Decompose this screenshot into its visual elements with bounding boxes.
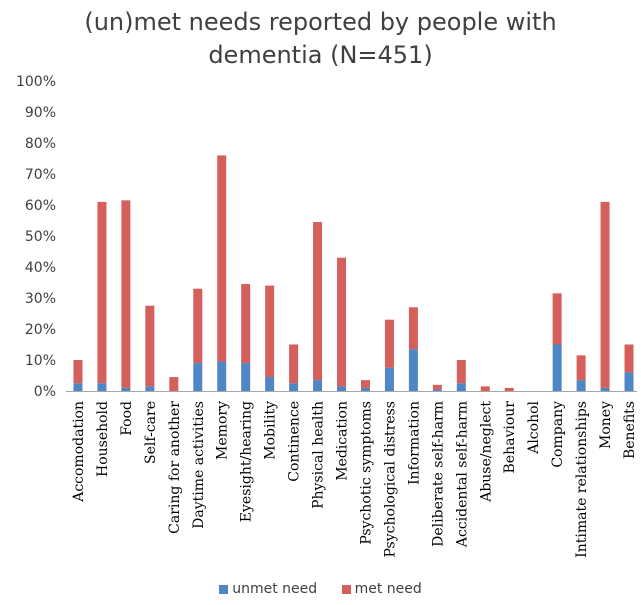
x-tick-label: Household [95, 401, 111, 477]
y-tick-label: 80% [25, 136, 56, 152]
bar-segment-unmet [432, 389, 442, 391]
y-tick-label: 60% [25, 198, 56, 214]
x-tick-label: Alcohol [526, 400, 542, 454]
x-tick-label: Behaviour [502, 401, 518, 474]
x-tick-label: Information [406, 401, 422, 485]
bar-segment-met [337, 257, 347, 387]
chart-title-line-1: (un)met needs reported by people with [84, 8, 557, 36]
legend-swatch-unmet-need [219, 584, 229, 594]
x-tick-label: Mobility [263, 401, 279, 460]
bar-segment-met [576, 355, 586, 381]
bar-segment-met [504, 387, 514, 391]
chart-legend: unmet need met need [0, 581, 641, 597]
legend-label-unmet-need: unmet need [232, 581, 318, 597]
bar-segment-met [552, 293, 562, 345]
bar-segment-unmet [337, 386, 347, 391]
bar-segment-unmet [384, 367, 394, 391]
x-tick-label: Food [119, 401, 135, 436]
bar-segment-unmet [193, 363, 203, 391]
bar-segment-met [265, 285, 275, 378]
x-tick-label: Deliberate self-harm [430, 401, 446, 547]
x-tick-label: Psychological distress [382, 401, 398, 557]
bar-segment-unmet [121, 387, 131, 391]
bar-segment-unmet [313, 380, 323, 391]
y-tick-label: 10% [25, 353, 56, 369]
bar-segment-met [97, 201, 107, 384]
y-tick-label: 70% [25, 167, 56, 183]
y-tick-label: 90% [25, 105, 56, 121]
x-tick-label: Medication [335, 401, 351, 481]
bar-segment-met [169, 377, 179, 391]
x-axis-labels: Accomodation Household Food Self-care Caring… [71, 400, 638, 557]
bar-segment-met [456, 360, 466, 384]
y-tick-label: 50% [25, 229, 56, 245]
y-tick-label: 40% [25, 260, 56, 276]
bar-segment-met [384, 319, 394, 368]
y-tick-label: 100% [16, 74, 56, 90]
bar-chart: Accomodation Household Food Self-care Caring… [16, 74, 638, 558]
bar-segment-met [408, 307, 418, 350]
bar-segment-unmet [552, 344, 562, 391]
bar-segment-met [121, 200, 131, 388]
bar-segment-met [360, 380, 370, 388]
bar-segment-unmet [289, 383, 299, 391]
bar-segment-unmet [241, 363, 251, 391]
bar-segment-met [313, 222, 323, 381]
x-tick-label: Eyesight/hearing [239, 401, 255, 522]
bar-segment-met [624, 344, 634, 373]
bar-segment-unmet [624, 372, 634, 391]
bar-segment-unmet [217, 361, 227, 391]
x-tick-label: Daytime activities [191, 401, 207, 529]
bar-segment-unmet [408, 349, 418, 391]
legend-item-met-need: met need [341, 581, 422, 597]
legend-swatch-met-need [341, 584, 351, 594]
x-tick-label: Psychotic symptoms [358, 401, 374, 545]
bar-segment-met [217, 155, 227, 362]
x-tick-label: Memory [215, 401, 231, 460]
bar-segment-met [241, 284, 251, 364]
y-axis-labels: 0% 10% 20% 30% 40% 50% 60% 70% 80% 90% 100% [16, 74, 56, 400]
bar-segment-met [432, 384, 442, 390]
chart-title: (un)met needs reported by people with de… [0, 6, 641, 72]
bar-segment-unmet [576, 380, 586, 391]
bar-segment-unmet [600, 387, 610, 391]
legend-label-met-need: met need [354, 581, 422, 597]
bar-segment-met [193, 288, 203, 364]
bar-segment-unmet [456, 383, 466, 391]
bar-segment-unmet [145, 386, 155, 391]
x-tick-label: Intimate relationships [574, 401, 590, 558]
bar-segment-unmet [73, 383, 83, 391]
bar-segment-unmet [360, 387, 370, 391]
x-tick-label: Company [550, 401, 566, 468]
bar-segment-unmet [265, 377, 275, 391]
bar-segment-met [73, 360, 83, 384]
x-tick-label: Benefits [622, 401, 638, 459]
x-tick-label: Caring for another [167, 401, 183, 534]
legend-item-unmet-need: unmet need [219, 581, 317, 597]
x-tick-label: Accomodation [71, 401, 87, 503]
bar-segment-met [145, 305, 155, 387]
x-tick-label: Self-care [143, 401, 159, 464]
x-tick-label: Physical health [311, 401, 327, 509]
y-tick-label: 30% [25, 291, 56, 307]
y-tick-label: 0% [34, 384, 56, 400]
chart-title-line-2: dementia (N=451) [208, 41, 433, 69]
bar-segment-unmet [97, 383, 107, 391]
x-tick-label: Money [598, 401, 614, 449]
bar-segment-met [480, 386, 490, 391]
bar-segment-met [289, 344, 299, 384]
y-tick-label: 20% [25, 322, 56, 338]
x-tick-label: Accidental self-harm [454, 401, 470, 548]
chart-bars [73, 155, 634, 391]
bar-segment-met [600, 201, 610, 388]
x-tick-label: Continence [287, 401, 303, 482]
x-tick-label: Abuse/neglect [478, 401, 494, 503]
